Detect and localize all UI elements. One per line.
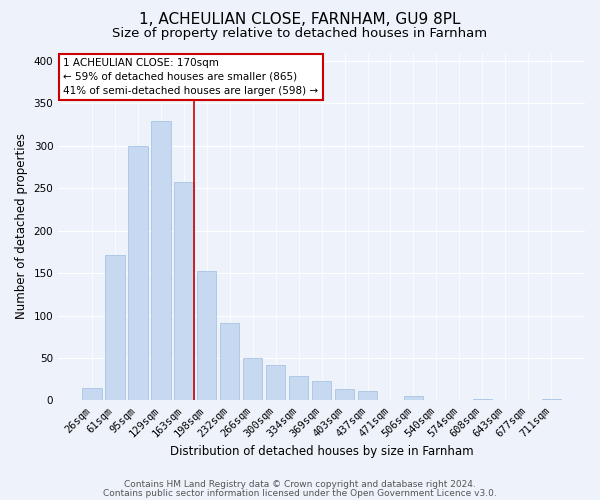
Bar bbox=[266, 365, 286, 400]
Bar bbox=[312, 381, 331, 400]
Bar bbox=[358, 391, 377, 400]
Text: 1, ACHEULIAN CLOSE, FARNHAM, GU9 8PL: 1, ACHEULIAN CLOSE, FARNHAM, GU9 8PL bbox=[139, 12, 461, 28]
Text: Contains public sector information licensed under the Open Government Licence v3: Contains public sector information licen… bbox=[103, 488, 497, 498]
Bar bbox=[542, 399, 561, 400]
Bar bbox=[335, 390, 355, 400]
Bar bbox=[220, 324, 239, 400]
Bar bbox=[174, 182, 194, 400]
Bar bbox=[243, 358, 262, 401]
Bar bbox=[105, 254, 125, 400]
Bar bbox=[151, 122, 170, 400]
Text: Contains HM Land Registry data © Crown copyright and database right 2024.: Contains HM Land Registry data © Crown c… bbox=[124, 480, 476, 489]
Bar bbox=[197, 270, 217, 400]
Bar bbox=[473, 399, 492, 400]
Y-axis label: Number of detached properties: Number of detached properties bbox=[15, 134, 28, 320]
Bar bbox=[128, 146, 148, 401]
Text: 1 ACHEULIAN CLOSE: 170sqm
← 59% of detached houses are smaller (865)
41% of semi: 1 ACHEULIAN CLOSE: 170sqm ← 59% of detac… bbox=[64, 58, 319, 96]
X-axis label: Distribution of detached houses by size in Farnham: Distribution of detached houses by size … bbox=[170, 444, 473, 458]
Text: Size of property relative to detached houses in Farnham: Size of property relative to detached ho… bbox=[112, 28, 488, 40]
Bar bbox=[289, 376, 308, 400]
Bar bbox=[82, 388, 101, 400]
Bar bbox=[404, 396, 423, 400]
